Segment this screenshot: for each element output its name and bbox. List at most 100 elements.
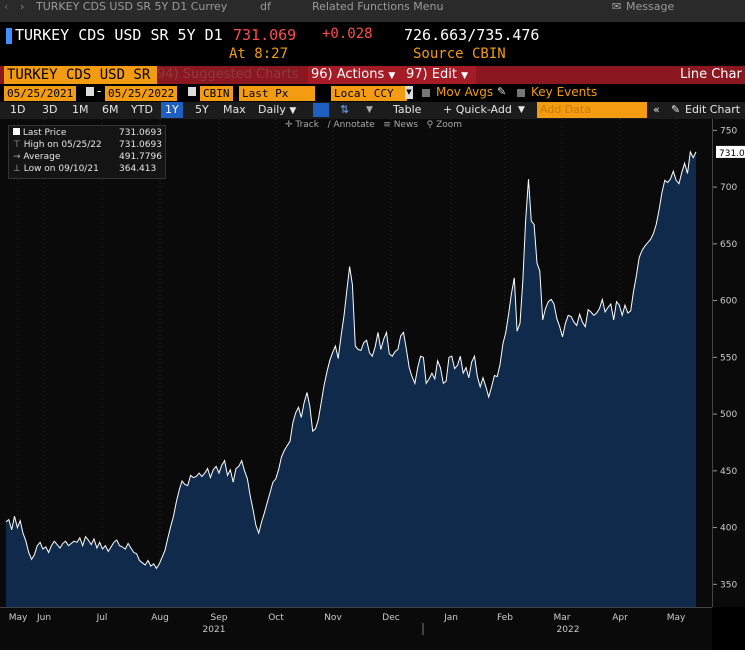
chevron-down-icon[interactable]: ▼	[405, 86, 413, 99]
x-tick-label: May	[9, 613, 28, 623]
x-tick-label: Apr	[612, 613, 628, 623]
message-icon[interactable]: ✉	[612, 0, 622, 13]
x-tick-label: Feb	[497, 613, 513, 623]
y-tick-label: 700	[720, 183, 737, 193]
series-line[interactable]	[5, 150, 697, 570]
security-marker	[6, 28, 12, 44]
y-tick-label: 450	[720, 467, 737, 477]
range-ytd[interactable]: YTD	[131, 103, 153, 116]
last-value-box	[716, 145, 745, 158]
range-1m[interactable]: 1M	[72, 103, 89, 116]
calendar-icon[interactable]	[188, 87, 196, 96]
legend-row-low: ⊥ Low on 09/10/21	[13, 163, 99, 175]
table-button[interactable]: Table	[393, 103, 422, 116]
chevron-down-icon[interactable]: ▼	[366, 105, 373, 115]
x-tick-label: Sep	[211, 613, 228, 623]
frequency-selector[interactable]: Daily ▼	[258, 102, 296, 119]
mov-avgs-checkbox[interactable]	[422, 89, 430, 97]
end-date-field[interactable]: 05/25/2022	[105, 86, 178, 101]
legend-row-high: ⊤ High on 05/25/22	[13, 139, 102, 151]
x-tick-label: Mar	[554, 613, 571, 623]
edit-label: 97) Edit	[406, 67, 457, 82]
range-max[interactable]: Max	[223, 103, 246, 116]
chevron-down-icon: ▼	[388, 71, 396, 81]
zoom-icon[interactable]: ⚲	[426, 120, 434, 130]
x-axis	[0, 607, 712, 650]
legend-low-value: 364.413	[119, 164, 157, 174]
quick-add-button[interactable]: + Quick-Add	[443, 103, 512, 116]
legend[interactable]: Last Price 731.0693 ⊤ High on 05/25/22 7…	[8, 125, 166, 179]
y-tick-label: 350	[720, 580, 737, 590]
x-tick-label: Jul	[96, 613, 108, 623]
x-tick-label: Oct	[268, 613, 284, 623]
legend-last-label: Last Price	[22, 128, 67, 138]
range-1d[interactable]: 1D	[10, 103, 26, 116]
edit-menu[interactable]: 97) Edit ▼	[403, 66, 476, 84]
key-events-checkbox[interactable]	[517, 89, 525, 97]
message-button[interactable]: Message	[626, 0, 675, 13]
chart-type-label[interactable]: Line Char	[680, 67, 742, 82]
pencil-icon[interactable]: ✎	[497, 85, 507, 98]
last-price-swatch	[13, 128, 20, 135]
y-tick-label: 400	[720, 524, 737, 534]
range-row: 1D 3D 1M 6M YTD 1Y 5Y Max Daily ▼ ⇅ ▼ Ta…	[0, 102, 745, 119]
back-icon[interactable]: ‹	[4, 0, 9, 13]
actions-menu[interactable]: 96) Actions ▼	[308, 66, 403, 84]
legend-high-value: 731.0693	[119, 140, 162, 150]
collapse-icon[interactable]: «	[653, 103, 660, 116]
y-tick-label: 600	[720, 297, 737, 307]
field-selector[interactable]: Last Px	[239, 86, 315, 101]
annotate-icon[interactable]: ∕	[327, 120, 331, 130]
menubar-item-df[interactable]: df	[260, 0, 271, 13]
menu-bar: ‹ › TURKEY CDS USD SR 5Y D1 Currey df Re…	[0, 0, 745, 22]
high-marker-icon: ⊤	[13, 140, 21, 150]
track-button[interactable]: Track	[295, 120, 319, 130]
y-tick-label: 750	[720, 126, 737, 136]
bid-ask: 726.663/735.476	[404, 26, 540, 44]
price-change: +0.028	[322, 26, 373, 42]
mov-avgs-label: Mov Avgs	[436, 85, 494, 99]
low-marker-icon: ⊥	[13, 164, 21, 174]
security-short-tab[interactable]: TURKEY CDS USD SR	[4, 66, 157, 84]
start-date-field[interactable]: 05/25/2021	[4, 86, 77, 101]
edit-chart-button[interactable]: Edit Chart	[685, 103, 741, 116]
track-icon[interactable]: ✛	[285, 120, 293, 130]
add-data-input[interactable]: Add Data	[537, 102, 647, 118]
range-3d[interactable]: 3D	[42, 103, 58, 116]
currency-selector[interactable]: Local CCY	[331, 86, 407, 101]
key-events-label: Key Events	[531, 85, 598, 99]
last-price: 731.069	[233, 26, 297, 44]
range-5y[interactable]: 5Y	[195, 103, 209, 116]
source-field[interactable]: CBIN	[200, 86, 233, 101]
legend-low-label: Low on 09/10/21	[23, 164, 99, 174]
year-label: 2021	[203, 625, 226, 635]
chevron-down-icon: ▼	[461, 71, 468, 81]
y-axis	[712, 119, 745, 607]
news-icon[interactable]: ≡	[383, 120, 391, 130]
news-button[interactable]: News	[393, 120, 419, 130]
x-tick-label: Aug	[151, 613, 169, 623]
forward-icon[interactable]: ›	[20, 0, 25, 13]
range-1y[interactable]: 1Y	[161, 102, 183, 118]
legend-high-label: High on 05/25/22	[23, 140, 102, 150]
year-label: 2022	[557, 625, 580, 635]
chevron-down-icon[interactable]: ▼	[518, 105, 525, 115]
frequency-label: Daily	[258, 103, 286, 116]
chevron-down-icon: ▼	[289, 106, 297, 116]
legend-row-last: Last Price	[13, 127, 66, 139]
related-functions-menu[interactable]: Related Functions Menu	[312, 0, 444, 13]
legend-avg-label: Average	[23, 152, 61, 162]
menubar-title[interactable]: TURKEY CDS USD SR 5Y D1 Currey	[36, 0, 228, 13]
chart-subtools: ✛ Track ∕ Annotate ≡ News ⚲ Zoom	[285, 120, 462, 130]
calendar-icon[interactable]	[86, 87, 94, 96]
date-separator: -	[97, 84, 102, 98]
suggested-charts-button[interactable]: 94) Suggested Charts	[157, 67, 299, 82]
pencil-icon[interactable]: ✎	[671, 103, 681, 116]
range-6m[interactable]: 6M	[102, 103, 119, 116]
x-tick-label: May	[667, 613, 686, 623]
annotate-button[interactable]: Annotate	[333, 120, 375, 130]
zoom-button[interactable]: Zoom	[436, 120, 463, 130]
price-chart[interactable]: 350 400 450 500 550 600 650 700 750 731.0 May Jun Ju…	[0, 119, 745, 649]
line-chart-icon[interactable]	[313, 103, 329, 117]
compare-icon[interactable]: ⇅	[340, 103, 350, 116]
